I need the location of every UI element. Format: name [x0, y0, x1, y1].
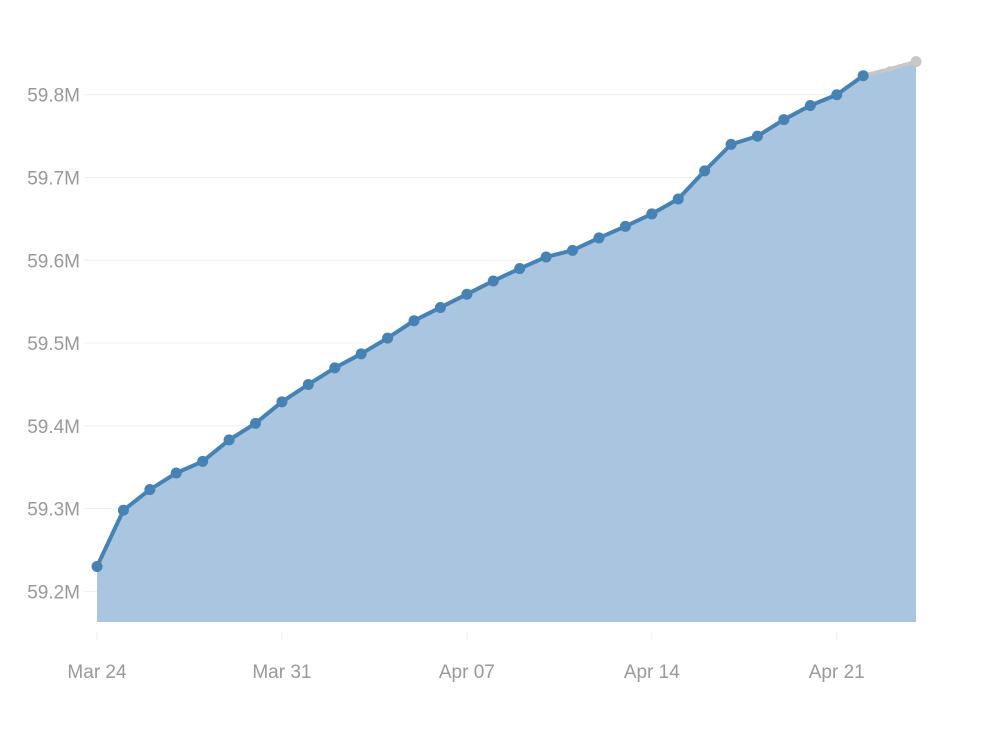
data-point[interactable] — [408, 315, 420, 327]
x-tick-label: Apr 21 — [809, 662, 865, 683]
data-point[interactable] — [646, 208, 658, 220]
y-tick-label: 59.6M — [27, 251, 80, 272]
data-point[interactable] — [672, 193, 684, 205]
data-point[interactable] — [329, 362, 341, 374]
y-tick-label: 59.8M — [27, 86, 80, 107]
data-point[interactable] — [144, 484, 156, 496]
y-tick-label: 59.7M — [27, 169, 80, 190]
data-point[interactable] — [699, 165, 711, 177]
data-point[interactable] — [434, 301, 446, 313]
data-point[interactable] — [197, 455, 209, 467]
data-point[interactable] — [223, 434, 235, 446]
y-tick-label: 59.3M — [27, 500, 80, 521]
y-tick-label: 59.4M — [27, 417, 80, 438]
data-point[interactable] — [382, 332, 394, 344]
x-tick-label: Apr 07 — [439, 662, 495, 683]
data-point[interactable] — [461, 288, 473, 300]
data-point[interactable] — [91, 561, 103, 573]
data-point[interactable] — [302, 378, 314, 390]
data-point-partial[interactable] — [910, 56, 922, 68]
data-point[interactable] — [117, 504, 129, 516]
data-point[interactable] — [831, 89, 843, 101]
y-axis-ticks: 59.2M 59.3M 59.4M 59.5M 59.6M 59.7M 59.8M — [27, 86, 80, 604]
data-point[interactable] — [725, 138, 737, 150]
y-tick-label: 59.2M — [27, 582, 80, 603]
data-point-partial[interactable] — [886, 66, 893, 73]
area-layer — [97, 61, 916, 623]
data-point[interactable] — [857, 70, 869, 82]
x-tick-label: Mar 24 — [67, 662, 127, 683]
area-fill — [97, 61, 916, 623]
data-point[interactable] — [804, 99, 816, 111]
x-tick-label: Apr 14 — [624, 662, 680, 683]
data-point[interactable] — [250, 417, 262, 429]
data-point[interactable] — [751, 130, 763, 142]
x-axis-ticks: Mar 24 Mar 31 Apr 07 Apr 14 Apr 21 — [67, 632, 865, 683]
data-point[interactable] — [540, 251, 552, 263]
data-point[interactable] — [567, 244, 579, 256]
data-point[interactable] — [170, 467, 182, 479]
data-point[interactable] — [514, 263, 526, 275]
x-tick-label: Mar 31 — [252, 662, 311, 683]
point-layer — [91, 56, 922, 573]
y-tick-label: 59.5M — [27, 334, 80, 355]
data-point[interactable] — [355, 348, 367, 360]
data-point[interactable] — [619, 220, 631, 232]
data-point[interactable] — [593, 232, 605, 244]
data-point[interactable] — [778, 114, 790, 126]
data-point[interactable] — [276, 396, 288, 408]
data-point[interactable] — [487, 275, 499, 287]
